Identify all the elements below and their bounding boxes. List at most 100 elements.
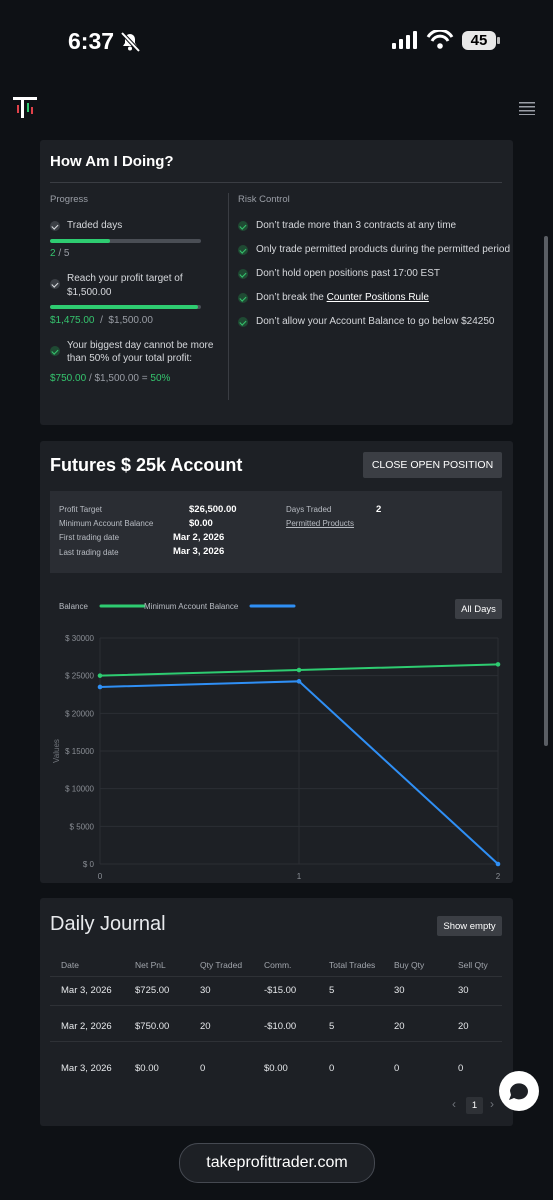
table-cell: 0 [200,1063,206,1074]
table-cell: 30 [458,985,469,996]
separator: / [100,315,103,326]
section-heading: Progress [50,194,89,205]
progress-label: than 50% of your total profit: [67,353,193,364]
column-header: Total Trades [329,960,376,970]
info-label: First trading date [59,533,120,542]
progress-label: Your biggest day cannot be more [67,340,214,351]
section-heading: Risk Control [238,194,290,205]
table-cell: 30 [394,985,405,996]
data-point [296,667,302,673]
legend-label: Minimum Account Balance [144,602,239,611]
progress-card [40,140,513,425]
legend-label: Balance [59,602,88,611]
y-tick-label: $ 5000 [70,822,95,831]
table-cell: $0.00 [264,1063,288,1074]
close-position-button[interactable]: CLOSE OPEN POSITION [363,452,502,478]
column-header: Sell Qty [458,960,488,970]
row-divider [50,1005,502,1006]
check-icon [238,245,248,255]
progress-track [50,305,201,309]
check-icon [50,221,60,231]
progress-fill [50,239,111,243]
url-bar[interactable]: takeprofittrader.com [179,1143,375,1183]
biggest-day: $750.00 [50,373,87,384]
divider [50,182,502,183]
battery-level: 45 [470,32,488,49]
info-value: 2 [376,504,382,515]
progress-current: 2 [50,248,56,259]
data-point [495,662,501,667]
table-cell: 30 [200,985,211,996]
data-point [97,673,103,678]
progress-text: $1,475.00 / $1,500.00 [50,315,153,326]
table-cell: 20 [458,1021,469,1032]
y-tick-label: $ 15000 [65,747,94,756]
column-header: Date [61,960,79,970]
scrollbar [544,236,548,746]
permitted-products-link[interactable]: Permitted Products [286,519,355,528]
separator: / [58,248,62,259]
status-time: 6:37 [68,28,115,54]
card-title: How Am I Doing? [50,153,174,170]
column-header: Buy Qty [394,960,425,970]
logo[interactable] [12,96,38,120]
info-label: Days Traded [286,505,332,514]
row-divider [50,1041,502,1042]
page-number[interactable]: 1 [466,1097,483,1114]
next-page[interactable]: › [490,1097,494,1111]
progress-label: Traded days [67,220,123,231]
progress-label: $1,500.00 [67,287,112,298]
table-cell: $0.00 [135,1063,159,1074]
check-icon [238,269,248,279]
status-icons [392,30,500,50]
table-cell: 20 [200,1021,211,1032]
table-cell: 0 [394,1063,400,1074]
info-value: Mar 2, 2026 [173,532,225,543]
table-cell: 20 [394,1021,405,1032]
x-tick-label: 0 [98,872,103,881]
menu-button[interactable] [519,101,537,115]
total-profit: $1,500.00 [94,373,140,384]
table-cell: -$10.00 [264,1021,297,1032]
table-cell: $725.00 [135,985,170,996]
progress-text: $750.00 / $1,500.00 = 50% [50,373,170,384]
balance-chart: $ 0 $ 5000 $ 10000 $ 15000 $ 20000 $ 25000 $ 3… [52,602,501,881]
check-icon [238,293,248,303]
progress-track [50,239,201,243]
risk-item: Only trade permitted products during the… [256,244,511,255]
equals: = [141,373,148,384]
info-box [50,491,502,573]
table-cell: -$15.00 [264,985,297,996]
y-axis-label: Values [52,739,61,763]
data-point [296,679,302,684]
silent-icon [120,31,141,53]
info-value: Mar 3, 2026 [173,546,225,557]
check-icon [238,221,248,231]
rule-link[interactable]: Counter Positions Rule [326,292,429,303]
account-title: Futures $ 25k Account [50,455,243,475]
y-tick-label: $ 20000 [65,709,94,718]
percent: 50% [150,373,171,384]
prev-page[interactable]: ‹ [452,1097,456,1111]
info-label: Profit Target [59,505,102,514]
show-empty-button[interactable]: Show empty [437,916,502,936]
table-cell: 0 [329,1063,335,1074]
progress-current: $1,475.00 [50,315,95,326]
info-label: Last trading date [59,548,119,557]
journal-title: Daily Journal [50,913,166,935]
table-cell: 5 [329,985,335,996]
check-icon [50,279,60,289]
check-icon [238,317,248,327]
divider [228,193,229,400]
table-cell: Mar 3, 2026 [61,1063,112,1074]
range-button[interactable]: All Days [455,599,502,619]
table-cell: $750.00 [135,1021,170,1032]
info-label: Minimum Account Balance [59,519,154,528]
column-header: Net PnL [135,960,166,970]
risk-item: Don’t break the Counter Positions Rule [256,292,429,303]
data-point [495,861,501,867]
x-tick-label: 2 [496,872,501,881]
chat-button[interactable] [498,1070,540,1112]
table-cell: 0 [458,1063,464,1074]
y-tick-label: $ 25000 [65,672,94,681]
